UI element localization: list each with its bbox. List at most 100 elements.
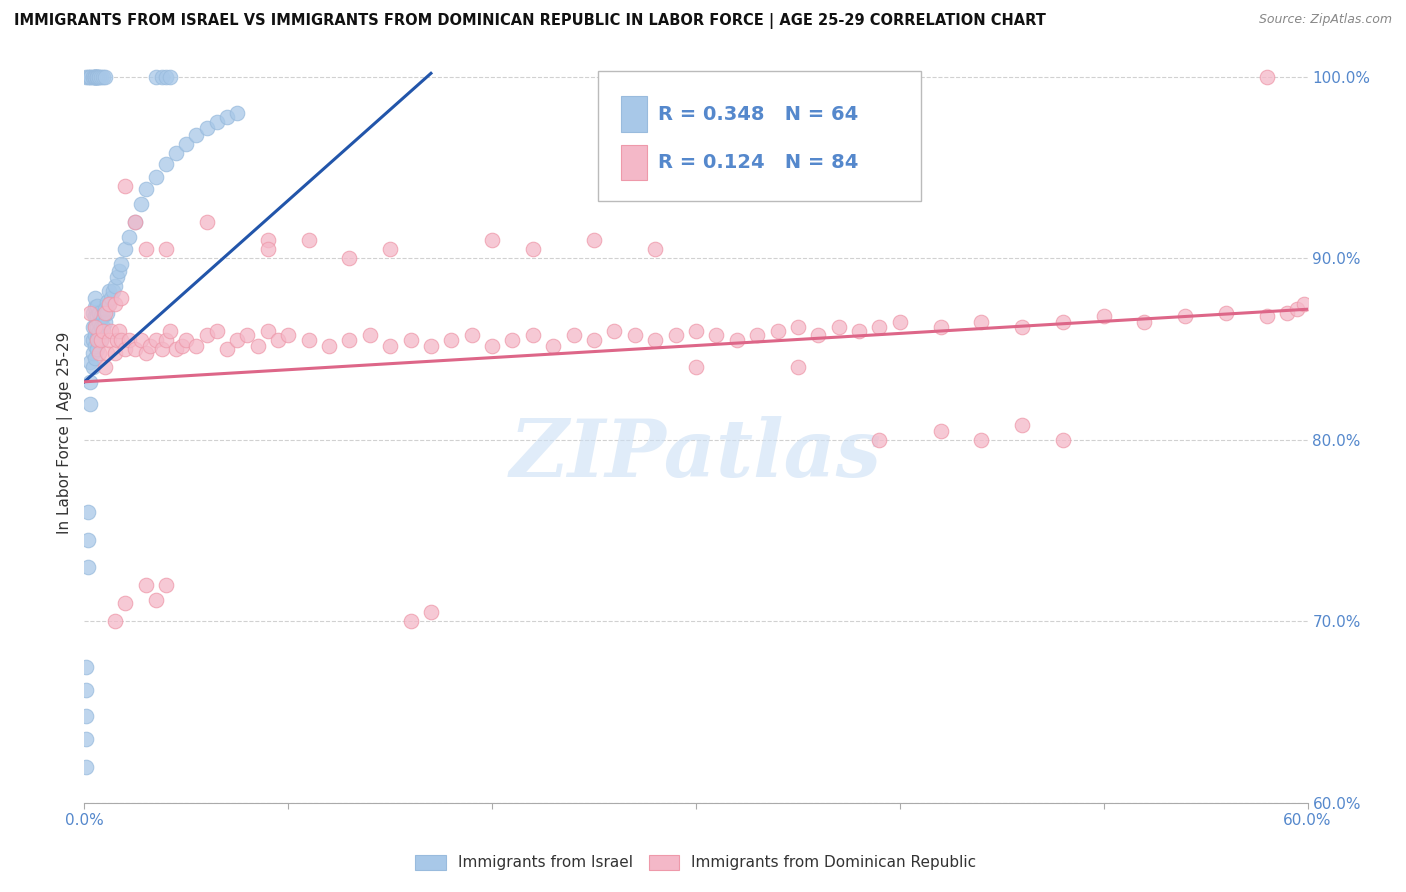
Point [77,506,100,520]
Point [114,596,136,610]
Point [318,338,340,352]
Y-axis label: In Labor Force | Age 25-29: In Labor Force | Age 25-29 [58,332,73,533]
Point [104,345,127,359]
Point [706,327,728,342]
Point [90,333,112,347]
Point [82,306,104,320]
Point [145,592,167,607]
Point [440,333,463,347]
Point [1011,320,1033,334]
Point [787,360,810,375]
Point [90,333,112,347]
Point [83,70,105,84]
Point [86,310,108,324]
Point [83,70,105,84]
Point [93,315,115,329]
Point [100,324,122,338]
Point [1215,306,1237,320]
Point [79,396,101,410]
Point [96,306,118,320]
Point [226,106,249,120]
Point [155,578,177,592]
Point [100,291,122,305]
Point [159,324,181,338]
Point [543,338,565,352]
Point [583,333,606,347]
Point [502,333,524,347]
Point [82,360,104,375]
Point [644,243,666,257]
Point [1092,310,1115,324]
Point [93,302,115,317]
Point [83,318,105,333]
Text: Source: ZipAtlas.com: Source: ZipAtlas.com [1258,13,1392,27]
Point [420,605,443,619]
Point [380,338,402,352]
Point [87,70,110,84]
Point [257,233,280,247]
Point [665,327,688,342]
Point [83,338,105,352]
Point [145,70,167,84]
Point [195,120,218,135]
Point [79,355,101,369]
Point [246,338,269,352]
Point [155,70,177,84]
Point [75,732,97,747]
Point [205,115,228,129]
Point [298,233,321,247]
Point [96,345,118,359]
Point [747,327,769,342]
Point [124,342,146,356]
Point [97,297,120,311]
Point [150,342,173,356]
Point [150,70,173,84]
Point [110,333,132,347]
Point [105,333,128,347]
Text: R = 0.124   N = 84: R = 0.124 N = 84 [658,153,859,172]
Point [79,70,101,84]
Point [399,333,422,347]
Point [359,327,381,342]
Point [83,291,105,305]
Point [298,333,321,347]
Point [970,433,993,447]
Point [195,327,218,342]
Point [172,338,194,352]
Point [603,324,626,338]
Point [1174,310,1197,324]
Point [86,299,108,313]
Point [267,333,290,347]
Point [83,301,105,315]
Point [104,278,127,293]
Point [145,169,167,184]
Text: IMMIGRANTS FROM ISRAEL VS IMMIGRANTS FROM DOMINICAN REPUBLIC IN LABOR FORCE | AG: IMMIGRANTS FROM ISRAEL VS IMMIGRANTS FRO… [14,13,1046,29]
Point [1133,315,1156,329]
Point [97,297,120,311]
Point [848,324,870,338]
Point [82,70,104,84]
Point [1277,306,1299,320]
Point [562,327,585,342]
Point [87,315,110,329]
Point [108,264,131,278]
Point [91,70,114,84]
Point [159,70,181,84]
Point [725,333,748,347]
Point [82,320,104,334]
Point [91,324,114,338]
Point [90,70,112,84]
Point [86,70,108,84]
Point [87,70,110,84]
Point [929,424,952,438]
Point [1286,302,1309,317]
Point [277,327,299,342]
Point [83,351,105,366]
Point [87,333,110,347]
Point [155,243,177,257]
Point [155,157,177,171]
Point [1011,418,1033,433]
Point [135,578,157,592]
Point [583,233,606,247]
Legend: Immigrants from Israel, Immigrants from Dominican Republic: Immigrants from Israel, Immigrants from … [409,848,983,877]
